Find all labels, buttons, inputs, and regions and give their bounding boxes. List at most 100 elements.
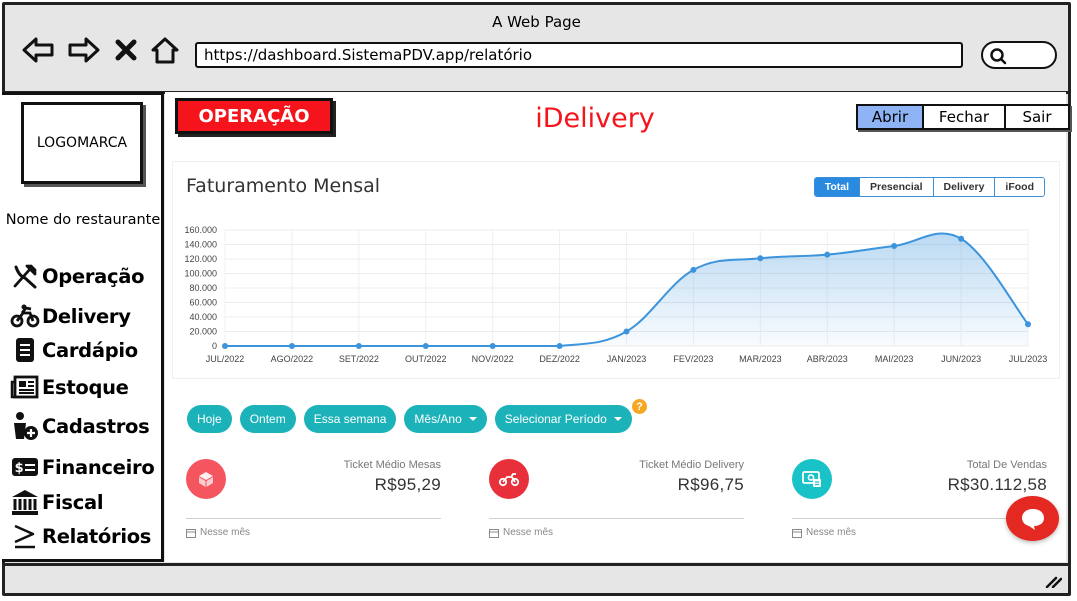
- tab-total[interactable]: Total: [814, 178, 860, 196]
- stop-button[interactable]: [113, 35, 139, 65]
- exit-button[interactable]: Sair: [1006, 106, 1068, 128]
- home-icon: [151, 37, 179, 64]
- stat-value: R$30.112,58: [947, 475, 1047, 494]
- filter-label: Selecionar Período: [504, 412, 607, 426]
- home-button[interactable]: [148, 35, 182, 65]
- arrow-left-icon: [22, 37, 54, 63]
- logo: LOGOMARCA: [21, 102, 143, 184]
- x-tick-label: MAR/2023: [739, 354, 782, 364]
- sidebar-item-label: Operação: [42, 264, 145, 288]
- restaurant-name: Nome do restaurante: [5, 212, 161, 228]
- stat-label: Ticket Médio Mesas: [343, 459, 441, 471]
- stat-value: R$96,75: [677, 475, 744, 494]
- back-button[interactable]: [21, 35, 55, 65]
- data-point: [288, 343, 295, 349]
- filter-yesterday[interactable]: Ontem: [239, 405, 296, 433]
- data-point: [623, 328, 630, 335]
- svg-text:$: $: [15, 461, 24, 476]
- main-content: OPERAÇÃO iDelivery Abrir Fechar Sair Fat…: [165, 92, 1070, 562]
- y-tick-label: 80.000: [189, 283, 217, 293]
- cube-icon: [186, 459, 226, 499]
- close-store-button[interactable]: Fechar: [924, 106, 1006, 128]
- sidebar-item-fiscal[interactable]: Fiscal: [10, 487, 104, 517]
- sidebar-item-delivery[interactable]: Delivery: [10, 301, 131, 331]
- stat-footer-label: Nesse mês: [503, 527, 554, 538]
- x-tick-label: ABR/2023: [807, 354, 848, 364]
- search-icon: [990, 48, 1007, 65]
- filter-this-week[interactable]: Essa semana: [303, 405, 397, 433]
- stat-card-ticket-mesas: Ticket Médio Mesas R$95,29 Nesse mês: [174, 449, 453, 547]
- x-tick-label: AGO/2022: [271, 354, 314, 364]
- stat-footer: Nesse mês: [186, 527, 250, 538]
- data-point: [1025, 321, 1031, 328]
- help-icon[interactable]: ?: [632, 399, 647, 414]
- data-point: [489, 343, 496, 349]
- x-tick-label: JUL/2023: [1009, 354, 1048, 364]
- money-icon: $: [10, 452, 40, 482]
- chat-button[interactable]: [1006, 496, 1059, 541]
- tab-ifood[interactable]: iFood: [995, 178, 1044, 196]
- sidebar-item-estoque[interactable]: Estoque: [10, 372, 129, 402]
- data-point: [891, 242, 898, 249]
- browser-statusbar: [5, 563, 1068, 593]
- data-point: [355, 343, 362, 349]
- y-tick-label: 120.000: [184, 254, 217, 264]
- stat-label: Ticket Médio Delivery: [639, 459, 744, 471]
- calendar-icon: [792, 528, 802, 538]
- cash-icon: [792, 459, 832, 499]
- sidebar-item-label: Estoque: [42, 375, 129, 399]
- stat-footer-label: Nesse mês: [806, 527, 857, 538]
- sidebar-item-cardapio[interactable]: Cardápio: [10, 335, 138, 365]
- close-icon: [115, 39, 137, 61]
- stat-footer-label: Nesse mês: [200, 527, 251, 538]
- browser-titlebar: A Web Page https://dashboard.SistemaPDV.…: [5, 5, 1068, 94]
- filter-today[interactable]: Hoje: [187, 405, 232, 433]
- browser-search[interactable]: [981, 41, 1057, 69]
- menu-card-icon: [10, 335, 40, 365]
- filter-month-year-dropdown[interactable]: Mês/Ano: [404, 405, 487, 433]
- sidebar-item-label: Cardápio: [42, 338, 138, 362]
- add-user-icon: [10, 411, 40, 441]
- open-button[interactable]: Abrir: [858, 106, 924, 128]
- motorcycle-icon: [489, 459, 529, 499]
- bank-icon: [10, 487, 40, 517]
- calendar-icon: [489, 528, 499, 538]
- series-area: [225, 233, 1028, 346]
- x-tick-label: JUL/2022: [206, 354, 245, 364]
- y-tick-label: 160.000: [184, 225, 217, 235]
- tab-presencial[interactable]: Presencial: [860, 178, 934, 196]
- operation-badge: OPERAÇÃO: [175, 98, 333, 134]
- y-tick-label: 60.000: [189, 298, 217, 308]
- tab-delivery[interactable]: Delivery: [933, 178, 996, 196]
- sidebar-item-relatorios[interactable]: Relatórios: [10, 521, 151, 551]
- sidebar-item-label: Relatórios: [42, 524, 152, 548]
- arrow-right-icon: [68, 37, 100, 63]
- resize-grip-icon[interactable]: [1044, 574, 1062, 588]
- window-title: A Web Page: [492, 13, 581, 31]
- filter-label: Ontem: [249, 412, 286, 426]
- divider: [792, 518, 1047, 519]
- caret-down-icon: [468, 417, 477, 421]
- filter-label: Mês/Ano: [414, 412, 462, 426]
- revenue-chart-card: Faturamento Mensal Total Presencial Deli…: [173, 162, 1059, 378]
- chart-title: Faturamento Mensal: [186, 175, 381, 197]
- chat-bubble-icon: [1021, 508, 1044, 530]
- stat-value: R$95,29: [374, 475, 441, 494]
- sidebar: LOGOMARCA Nome do restaurante Operação D…: [2, 92, 164, 562]
- x-tick-label: FEV/2023: [673, 354, 713, 364]
- app-title: iDelivery: [535, 103, 655, 134]
- x-tick-label: NOV/2022: [472, 354, 514, 364]
- x-tick-label: MAI/2023: [875, 354, 914, 364]
- address-bar[interactable]: https://dashboard.SistemaPDV.app/relatór…: [195, 42, 963, 68]
- newspaper-icon: [10, 372, 40, 402]
- stat-card-ticket-delivery: Ticket Médio Delivery R$96,75 Nesse mês: [477, 449, 756, 547]
- x-tick-label: JAN/2023: [607, 354, 647, 364]
- sidebar-item-label: Financeiro: [42, 455, 155, 479]
- sidebar-item-financeiro[interactable]: $ Financeiro: [10, 452, 155, 482]
- filter-select-period-dropdown[interactable]: Selecionar Período: [494, 405, 632, 433]
- sidebar-item-cadastros[interactable]: Cadastros: [10, 411, 150, 441]
- y-tick-label: 140.000: [184, 240, 217, 250]
- forward-button[interactable]: [67, 35, 101, 65]
- sidebar-item-operacao[interactable]: Operação: [10, 261, 145, 291]
- x-tick-label: OUT/2022: [405, 354, 447, 364]
